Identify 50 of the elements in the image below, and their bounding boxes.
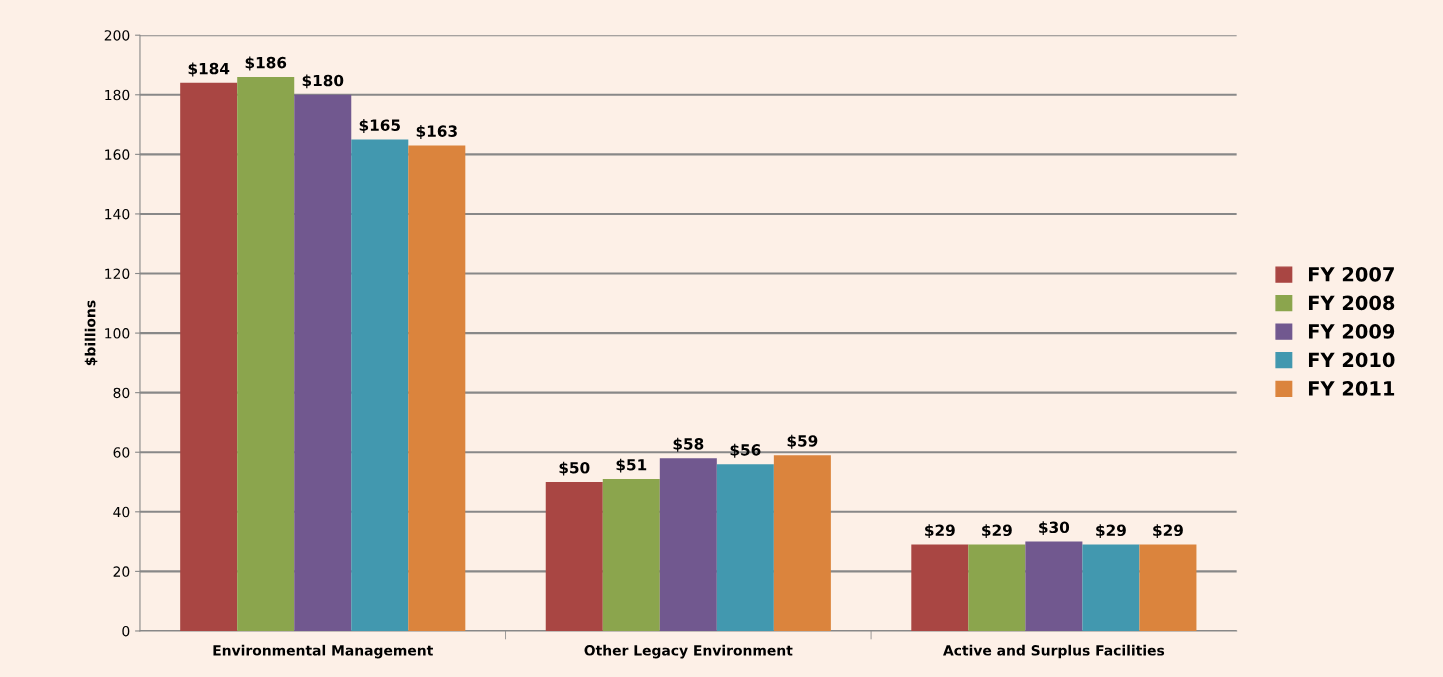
y-tick-label: 180 — [105, 89, 130, 101]
data-label: $29 — [982, 524, 1012, 539]
x-tick-label: Active and Surplus Facilities — [943, 644, 1165, 659]
legend-label: FY 2011 — [1308, 381, 1395, 396]
legend-label: FY 2007 — [1308, 266, 1394, 282]
data-label: $163 — [416, 125, 457, 139]
data-label: $56 — [730, 443, 761, 458]
bar — [545, 482, 603, 631]
y-tick-label: 20 — [113, 566, 130, 577]
y-tick-label: 60 — [113, 447, 130, 458]
data-label: $29 — [1096, 524, 1126, 539]
y-tick-label: 160 — [105, 149, 130, 160]
data-label: $165 — [359, 119, 400, 133]
data-label: $29 — [925, 524, 955, 539]
y-tick-label: 140 — [105, 208, 130, 220]
x-tick-label: Environmental Management — [213, 644, 433, 659]
data-label: $186 — [245, 56, 287, 71]
y-tick-label: 200 — [104, 30, 130, 41]
x-tick-label: Other Legacy Environment — [584, 644, 793, 659]
bar — [602, 479, 660, 631]
data-label: $51 — [616, 458, 647, 473]
bar — [968, 544, 1026, 631]
bar — [237, 76, 295, 631]
y-tick-label: 100 — [105, 328, 130, 339]
bar — [180, 82, 238, 631]
y-tick-label: 0 — [122, 625, 130, 637]
data-label: $59 — [787, 434, 818, 449]
bar — [716, 464, 774, 631]
y-tick-label: 80 — [113, 387, 130, 399]
bar — [1139, 544, 1197, 631]
bar — [294, 94, 352, 631]
bar — [911, 544, 969, 631]
data-label: $58 — [673, 437, 704, 452]
data-label: $180 — [302, 74, 344, 89]
data-label: $30 — [1039, 521, 1070, 536]
legend-label: FY 2010 — [1308, 352, 1395, 368]
data-label: $29 — [1153, 524, 1183, 539]
bar — [408, 145, 466, 631]
bar — [1082, 544, 1140, 631]
y-axis-title: $billions — [84, 300, 98, 366]
bar — [1025, 541, 1083, 631]
bar — [351, 139, 409, 631]
y-tick-label: 40 — [113, 506, 130, 518]
data-label: $184 — [188, 62, 230, 77]
bar — [773, 455, 831, 631]
legend-label: FY 2009 — [1308, 324, 1395, 339]
legend-label: FY 2008 — [1308, 295, 1395, 311]
data-label: $50 — [559, 461, 590, 476]
bar — [659, 458, 717, 631]
y-tick-label: 120 — [105, 268, 130, 279]
